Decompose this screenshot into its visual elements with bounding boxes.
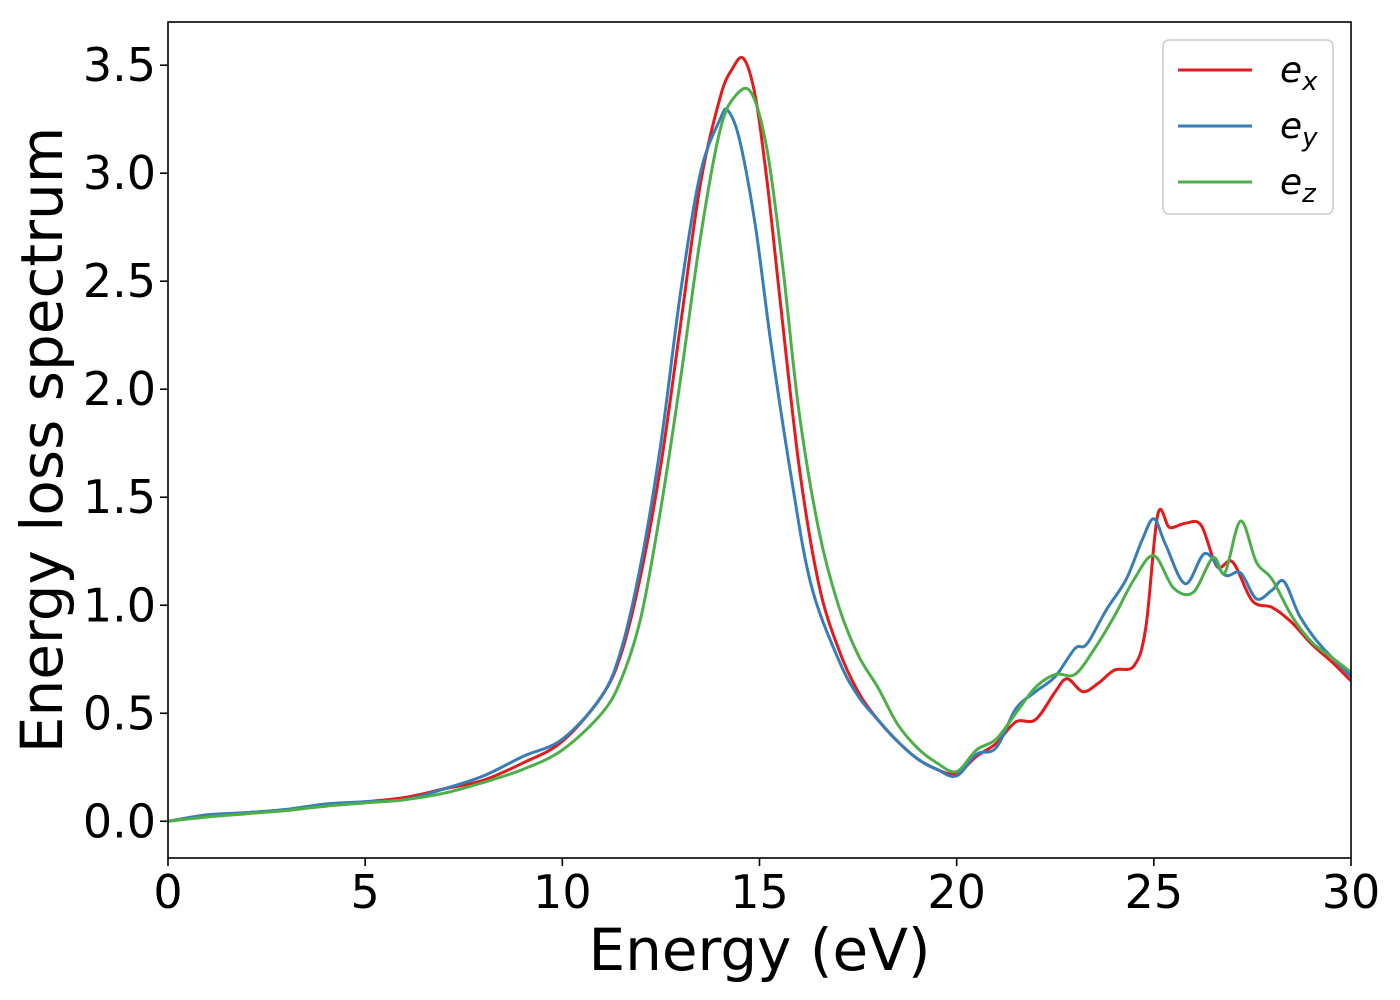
y-tick-label: 2.5 bbox=[83, 254, 156, 308]
x-axis-label: Energy (eV) bbox=[588, 916, 930, 984]
y-tick-label: 1.0 bbox=[83, 578, 156, 632]
x-tick-label: 10 bbox=[533, 865, 592, 919]
x-axis: 0 5 10 15 20 25 30 bbox=[153, 858, 1380, 919]
y-tick-label: 2.0 bbox=[83, 362, 156, 416]
y-tick-label: 0.0 bbox=[83, 794, 156, 848]
y-tick-label: 1.5 bbox=[83, 470, 156, 524]
legend-label-ex: ex bbox=[1280, 50, 1318, 97]
x-tick-label: 5 bbox=[351, 865, 380, 919]
legend-label-ez: ez bbox=[1280, 162, 1317, 209]
y-axis-label: Energy loss spectrum bbox=[8, 127, 76, 753]
y-axis: 0.0 0.5 1.0 1.5 2.0 2.5 3.0 3.5 bbox=[83, 38, 168, 848]
series-line-ey bbox=[167, 107, 1353, 823]
plot-background bbox=[168, 22, 1351, 858]
legend-label-ey: ey bbox=[1280, 106, 1318, 153]
y-tick-label: 0.5 bbox=[83, 686, 156, 740]
y-tick-label: 3.0 bbox=[83, 146, 156, 200]
x-tick-label: 30 bbox=[1322, 865, 1381, 919]
x-tick-label: 20 bbox=[927, 865, 986, 919]
y-tick-label: 3.5 bbox=[83, 38, 156, 92]
x-tick-label: 25 bbox=[1125, 865, 1184, 919]
series-line-ex bbox=[167, 55, 1353, 823]
x-tick-label: 15 bbox=[730, 865, 789, 919]
legend: ex ey ez bbox=[1162, 39, 1334, 215]
x-tick-label: 0 bbox=[153, 865, 182, 919]
series-line-ez bbox=[167, 86, 1352, 823]
series-lines bbox=[167, 55, 1353, 823]
